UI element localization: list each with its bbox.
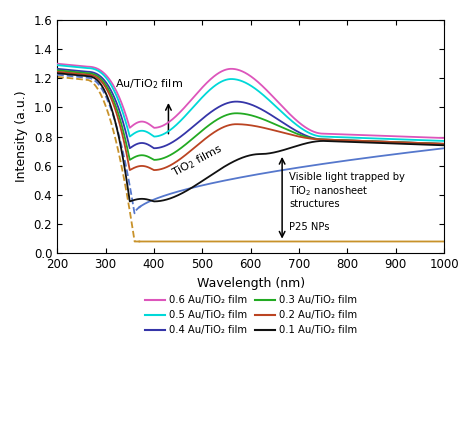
Y-axis label: Intensity (a.u.): Intensity (a.u.) bbox=[15, 91, 28, 182]
Text: Visible light trapped by
TiO$_2$ nanosheet
structures

P25 NPs: Visible light trapped by TiO$_2$ nanoshe… bbox=[290, 172, 405, 232]
X-axis label: Wavelength (nm): Wavelength (nm) bbox=[197, 277, 305, 289]
Legend: 0.6 Au/TiO₂ film, 0.5 Au/TiO₂ film, 0.4 Au/TiO₂ film, 0.3 Au/TiO₂ film, 0.2 Au/T: 0.6 Au/TiO₂ film, 0.5 Au/TiO₂ film, 0.4 … bbox=[145, 295, 357, 335]
Text: TiO$_2$ films: TiO$_2$ films bbox=[170, 142, 225, 180]
Text: Au/TiO$_2$ film: Au/TiO$_2$ film bbox=[115, 77, 183, 91]
